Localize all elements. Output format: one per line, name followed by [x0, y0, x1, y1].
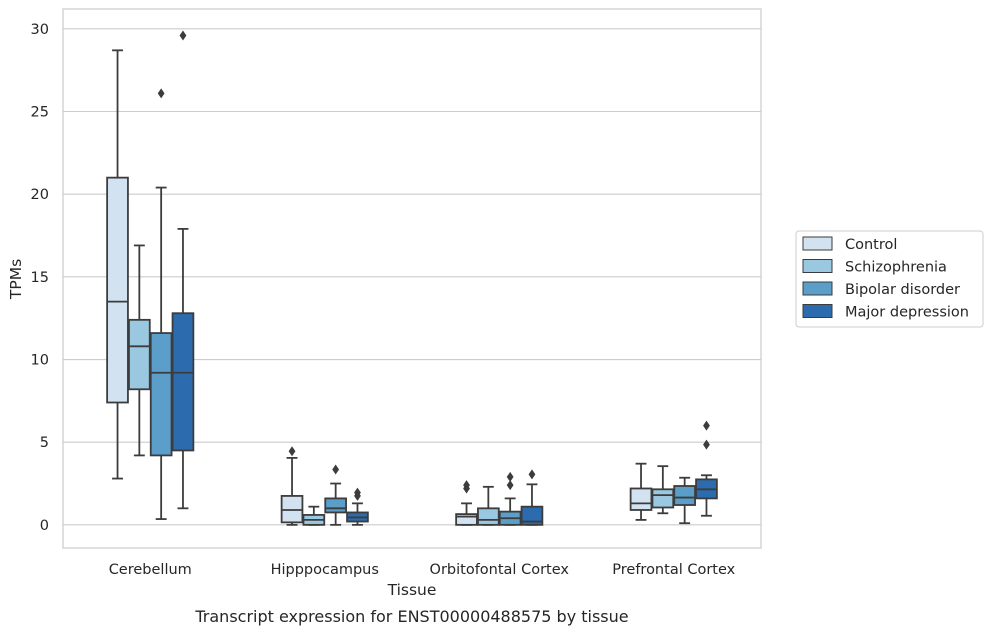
- legend-swatch: [802, 281, 833, 296]
- y-tick-label: 5: [40, 435, 49, 451]
- box-body: [128, 318, 151, 391]
- outlier-point: [703, 420, 710, 431]
- outlier-point: [157, 88, 165, 99]
- legend-items: Control Schizophrenia Bipolar disorder Majo…: [802, 236, 969, 321]
- y-tick-label: 25: [31, 105, 49, 121]
- x-tick-label: Prefrontal Cortex: [612, 562, 735, 578]
- box-0-2: [149, 88, 173, 520]
- outlier-point: [179, 30, 187, 41]
- outlier-point: [506, 471, 514, 482]
- legend: Control Schizophrenia Bipolar disorder Majo…: [795, 230, 984, 328]
- y-axis-title: TPMs: [7, 259, 25, 300]
- box-body: [520, 505, 544, 526]
- boxes-layer: [106, 30, 718, 526]
- outlier-point: [288, 446, 296, 457]
- box-body: [171, 312, 195, 452]
- y-tick-label: 15: [31, 270, 49, 286]
- box-1-1: [302, 505, 326, 526]
- x-tick-label: Hipppocampus: [271, 562, 379, 578]
- legend-swatch: [802, 304, 833, 318]
- box-0-1: [128, 244, 151, 457]
- outlier-point: [463, 480, 470, 491]
- box-0-3: [171, 30, 195, 510]
- legend-label: Schizophrenia: [845, 260, 947, 276]
- box-3-1: [651, 465, 675, 515]
- box-0-0: [106, 49, 129, 480]
- outlier-point: [354, 487, 361, 498]
- x-tick-labels: Cerebellum Hipppocampus Orbitofontal Corte…: [109, 562, 736, 578]
- box-1-2: [324, 464, 347, 526]
- box-2-0: [455, 480, 478, 526]
- legend-label: Control: [845, 237, 897, 253]
- x-tick-label: Orbitofontal Cortex: [430, 562, 570, 578]
- outlier-point: [506, 480, 514, 491]
- outlier-point: [703, 439, 710, 450]
- box-body: [477, 507, 500, 526]
- legend-label: Major depression: [845, 305, 969, 321]
- box-1-0: [280, 446, 304, 526]
- box-body: [629, 487, 653, 511]
- chart-caption: Transcript expression for ENST0000048857…: [194, 607, 628, 626]
- box-body: [149, 332, 173, 457]
- box-body: [651, 488, 675, 509]
- box-body: [455, 513, 478, 526]
- box-2-2: [498, 471, 522, 526]
- legend-label: Bipolar disorder: [845, 282, 960, 298]
- box-body: [673, 485, 696, 506]
- box-3-3: [695, 420, 718, 517]
- outlier-point: [332, 464, 340, 475]
- y-tick-label: 0: [40, 518, 49, 534]
- box-3-2: [673, 476, 696, 525]
- box-body: [106, 176, 129, 404]
- x-tick-label: Cerebellum: [109, 562, 192, 578]
- plot-frame: [62, 8, 762, 549]
- legend-swatch: [802, 259, 833, 273]
- box-2-1: [477, 485, 500, 526]
- y-tick-label: 10: [31, 353, 49, 369]
- box-body: [324, 497, 347, 514]
- y-tick-label: 30: [31, 22, 49, 38]
- legend-frame: [795, 230, 984, 328]
- box-3-0: [629, 462, 653, 521]
- legend-swatch: [802, 236, 833, 251]
- outlier-point: [528, 469, 536, 480]
- x-axis-title: Tissue: [387, 581, 437, 599]
- box-1-3: [346, 487, 369, 526]
- box-2-3: [520, 469, 544, 526]
- y-tick-label: 20: [31, 187, 49, 203]
- y-tick-labels: 0 5 10 15 20 25 30: [31, 22, 49, 534]
